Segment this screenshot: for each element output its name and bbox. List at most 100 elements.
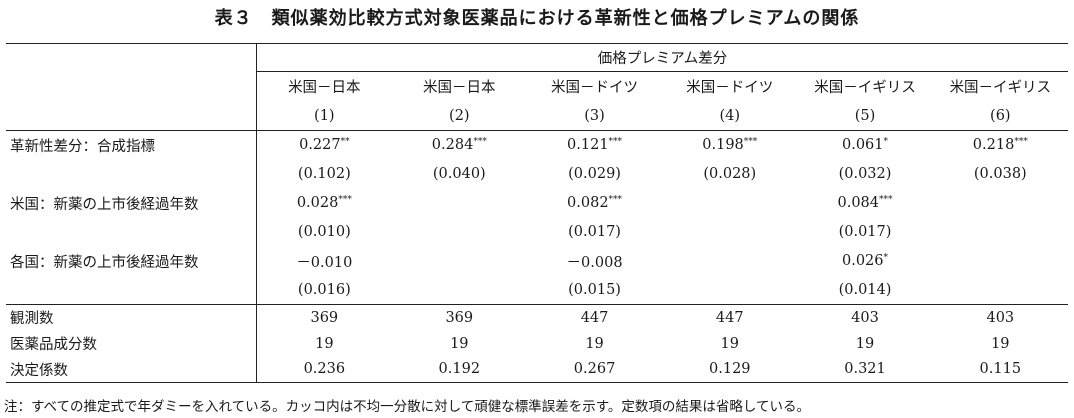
stat-value-cell: 0.115 (932, 356, 1068, 383)
coefficient-cell (392, 247, 527, 276)
stat-value-cell: 0.321 (797, 356, 933, 383)
column-pair-header-text: 米国－ドイツ (551, 80, 639, 97)
column-number-header-text: (6) (990, 107, 1011, 124)
header-group-label-text: 価格プレミアム差分 (597, 51, 728, 67)
standard-error-cell: (0.017) (527, 218, 662, 247)
standard-error-cell-text: (0.040) (432, 166, 486, 182)
header-corner (6, 43, 257, 72)
standard-error-cell-text: (0.029) (568, 166, 621, 182)
stat-value-cell: 19 (662, 331, 797, 357)
column-pair-header-text: 米国－日本 (423, 80, 496, 97)
stat-value-cell-text: 369 (445, 309, 474, 326)
column-pair-header: 米国－ドイツ (527, 72, 662, 102)
coefficient-cell-text: 0.198 (702, 137, 744, 154)
coefficient-cell: －0.008 (527, 247, 662, 276)
significance-stars: *** (1014, 137, 1028, 148)
column-number-header: (1) (256, 102, 391, 131)
coefficient-cell-text: 0.026 (842, 253, 884, 269)
table-note: 注：すべての推定式で年ダミーを入れている。カッコ内は不均一分散に対して頑健な標準… (4, 399, 810, 415)
coefficient-cell (392, 189, 527, 218)
stat-value-cell: 447 (526, 304, 663, 331)
row-label: 各国：新薬の上市後経過年数 (6, 246, 257, 276)
standard-error-cell (392, 276, 527, 305)
column-pair-header: 米国－イギリス (933, 72, 1068, 102)
standard-error-cell-text: (0.016) (297, 281, 351, 298)
coefficient-cell-text: 0.227 (299, 137, 341, 154)
coefficient-cell-text: 0.028 (296, 195, 339, 211)
standard-error-cell (933, 218, 1068, 247)
stat-value-cell: 0.129 (662, 356, 798, 383)
standard-error-cell (392, 218, 527, 247)
stat-value-cell: 369 (391, 304, 527, 331)
column-number-header: (3) (527, 102, 662, 131)
coefficient-cell: 0.082*** (527, 189, 662, 218)
coefficient-cell-text: 0.284 (431, 137, 474, 154)
coefficient-cell-text: 0.084 (837, 195, 880, 211)
stat-label-text: 医薬品成分数 (10, 337, 97, 353)
coefficient-cell: 0.026* (797, 247, 932, 276)
stat-value-cell-text: 19 (855, 335, 875, 352)
significance-stars: *** (338, 195, 352, 205)
standard-error-cell-text: (0.028) (703, 166, 757, 182)
column-number-header-text: (1) (314, 107, 335, 124)
coefficient-cell: 0.061* (797, 130, 933, 160)
standard-error-cell: (0.028) (662, 160, 797, 189)
coefficient-cell-text: －0.008 (566, 254, 623, 271)
column-number-header: (5) (797, 102, 932, 131)
stat-value-cell-text: 19 (991, 335, 1010, 352)
coefficient-cell-text: 0.061 (842, 137, 884, 154)
standard-error-cell: (0.038) (933, 160, 1068, 189)
standard-error-cell: (0.032) (797, 160, 932, 189)
coefficient-cell: 0.028*** (256, 189, 391, 218)
column-pair-header-text: 米国－日本 (288, 80, 361, 97)
stat-value-cell-text: 403 (986, 309, 1015, 326)
stat-value-cell: 369 (256, 304, 392, 331)
stat-value-cell-text: 0.267 (573, 361, 616, 378)
row-label-empty (6, 217, 257, 247)
stat-value-cell: 19 (527, 331, 662, 357)
row-label-empty (6, 159, 257, 189)
standard-error-cell-text: (0.102) (297, 166, 351, 182)
standard-error-cell-text: (0.017) (568, 224, 621, 240)
stat-value-cell-text: 19 (450, 335, 469, 352)
column-number-header: (2) (392, 102, 527, 131)
coefficient-cell (933, 189, 1068, 218)
stat-value-cell-text: 447 (580, 309, 609, 326)
coefficient-cell: 0.284*** (391, 130, 527, 160)
stat-label-text: 観測数 (10, 311, 54, 328)
column-pair-header: 米国－日本 (392, 72, 527, 102)
standard-error-cell: (0.016) (256, 276, 391, 305)
stat-label: 決定係数 (6, 356, 257, 383)
column-pair-header: 米国－イギリス (797, 72, 932, 102)
regression-table: 価格プレミアム差分米国－日本 米国－日本 米国－ドイツ 米国－ドイツ 米国－イギリス 米国… (6, 43, 1068, 383)
column-number-header: (4) (662, 102, 797, 131)
coefficient-cell: 0.198*** (662, 130, 798, 160)
column-pair-header-text: 米国－ドイツ (686, 80, 774, 97)
stat-value-cell: 19 (797, 331, 932, 357)
column-pair-header: 米国－日本 (256, 72, 391, 102)
standard-error-cell (662, 276, 797, 305)
coefficient-cell-text: 0.082 (567, 195, 609, 211)
row-label: 革新性差分：合成指標 (6, 130, 257, 160)
standard-error-cell: (0.010) (256, 218, 391, 247)
column-number-header-text: (4) (719, 107, 741, 124)
significance-stars: *** (473, 137, 487, 148)
stat-value-cell-text: 0.115 (979, 361, 1022, 378)
column-number-header-text: (3) (584, 107, 605, 124)
header-corner (6, 101, 257, 131)
stat-value-cell-text: 403 (851, 309, 879, 326)
standard-error-cell: (0.017) (797, 218, 932, 247)
standard-error-cell (933, 276, 1068, 305)
stat-label: 観測数 (6, 304, 257, 331)
standard-error-cell (662, 218, 797, 247)
significance-stars: * (883, 137, 889, 148)
standard-error-cell: (0.040) (392, 160, 527, 189)
coefficient-cell (662, 189, 797, 218)
significance-stars: *** (743, 137, 758, 148)
standard-error-cell-text: (0.015) (568, 281, 621, 298)
stat-value-cell: 19 (256, 331, 391, 357)
coefficient-cell-text: －0.010 (296, 254, 353, 271)
standard-error-cell-text: (0.010) (297, 224, 351, 240)
standard-error-cell: (0.029) (527, 160, 662, 189)
column-pair-header-text: 米国－イギリス (814, 80, 916, 97)
